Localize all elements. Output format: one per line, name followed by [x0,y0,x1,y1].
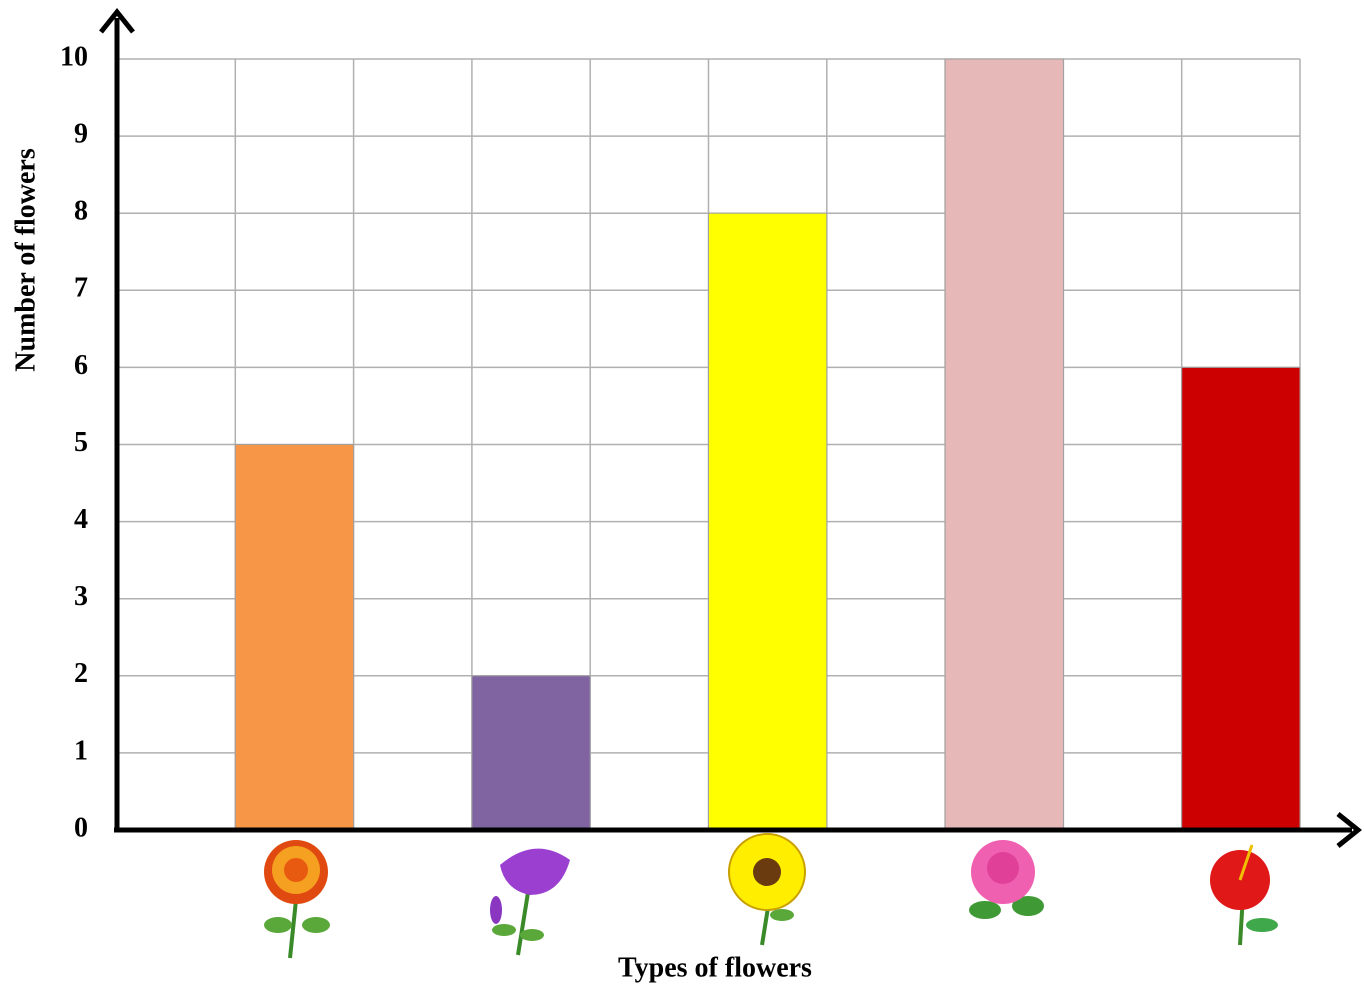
y-tick-label: 8 [74,196,88,227]
y-axis-arrow [99,7,135,34]
hibiscus-icon [1210,844,1278,946]
x-axis-label: Types of flowers [618,952,812,983]
bar [471,675,591,831]
bar [234,444,355,831]
y-tick-label: 9 [74,119,88,150]
sunflower-icon [728,833,806,946]
petunia-icon [490,848,570,956]
y-tick-label: 10 [60,41,88,72]
y-tick-label: 2 [74,658,88,689]
bar [1181,366,1301,831]
y-tick-label: 5 [74,427,88,458]
bar [708,212,828,831]
y-tick-label: 0 [74,812,88,843]
y-tick-label: 1 [74,735,88,766]
y-tick-label: 3 [74,581,88,612]
y-tick-label: 7 [74,273,88,304]
y-tick-label: 4 [74,504,88,535]
axes [99,7,1363,848]
x-axis-arrow [1336,812,1363,848]
bars [234,58,1301,831]
bar [944,58,1064,831]
y-tick-label: 6 [74,350,88,381]
marigold-icon [264,840,330,959]
rose-icon [969,840,1044,919]
y-axis-label: Number of flowers [10,148,41,372]
